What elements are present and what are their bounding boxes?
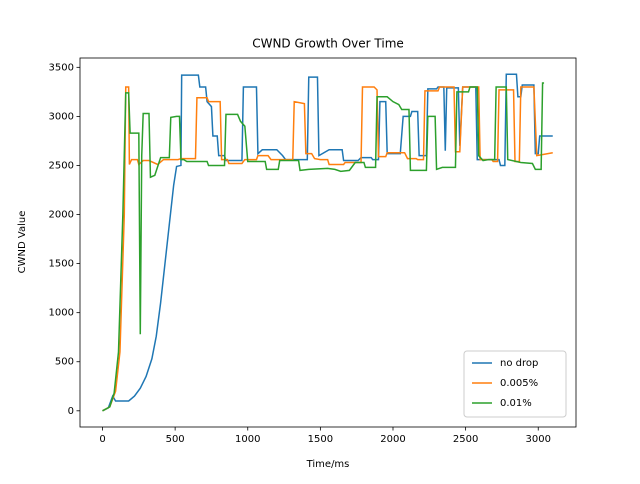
plot-frame xyxy=(79,57,577,428)
y-tick-label: 3500 xyxy=(49,62,74,73)
legend-box xyxy=(463,350,567,418)
y-tick-label: 500 xyxy=(55,357,74,368)
y-axis-label: CWND Value xyxy=(17,211,28,274)
y-tick-label: 1000 xyxy=(49,308,74,319)
series-line xyxy=(102,73,553,412)
x-tick-label: 2500 xyxy=(453,434,478,445)
y-tick-label: 2000 xyxy=(49,210,74,221)
x-tick-label: 0 xyxy=(99,434,105,445)
legend-label: no drop xyxy=(500,358,538,369)
x-axis-label: Time/ms xyxy=(306,459,350,470)
x-tick-label: 2000 xyxy=(380,434,405,445)
x-tick-label: 1000 xyxy=(235,434,260,445)
legend-label: 0.005% xyxy=(500,378,538,389)
chart-title: CWND Growth Over Time xyxy=(252,37,404,51)
x-tick-label: 3000 xyxy=(526,434,551,445)
y-tick-label: 0 xyxy=(68,406,74,417)
legend-label: 0.01% xyxy=(500,398,532,409)
y-tick-label: 2500 xyxy=(49,160,74,171)
y-tick-label: 3000 xyxy=(49,111,74,122)
y-tick-label: 1500 xyxy=(49,259,74,270)
series-line xyxy=(102,82,545,412)
x-tick-label: 500 xyxy=(166,434,185,445)
x-tick-label: 1500 xyxy=(308,434,333,445)
